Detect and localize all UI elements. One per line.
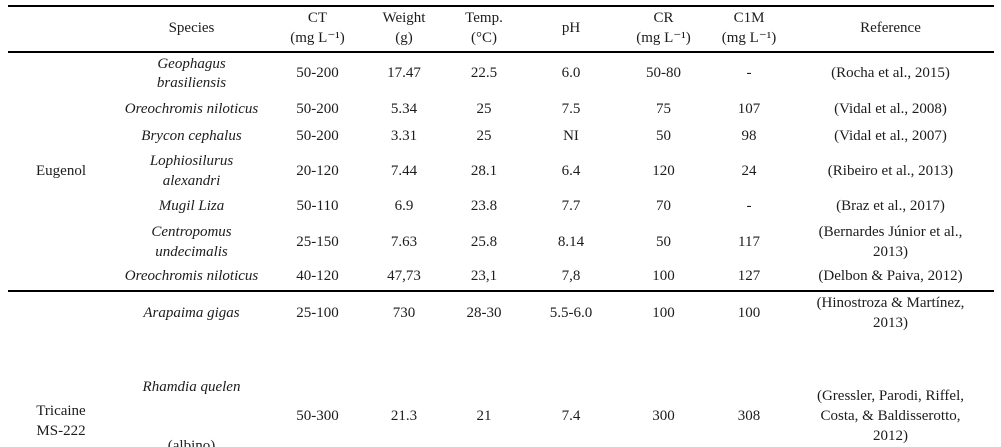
- header-row: Species CT (mg L⁻¹) Weight (g) Temp. (°C…: [8, 6, 994, 52]
- anesthetics-table: Species CT (mg L⁻¹) Weight (g) Temp. (°C…: [8, 5, 994, 447]
- cr-cell: 100: [652, 305, 675, 322]
- reference-cell: (Vidal et al., 2008): [834, 100, 947, 117]
- weight-cell: 7.44: [390, 163, 418, 180]
- c1m-cell: 100: [737, 305, 761, 322]
- ct-cell: 50-300: [296, 408, 339, 425]
- ph-cell: 7.5: [561, 100, 581, 117]
- header-cr: CR (mg L⁻¹): [636, 10, 691, 46]
- c1m-cell: 127: [737, 268, 761, 285]
- table-row: Tricaine MS-222 Arapaima gigas 25-100 73…: [8, 291, 994, 438]
- weight-cell: 7.63: [390, 233, 418, 250]
- ct-cell: 25-150: [296, 233, 339, 250]
- cr-cell: 50: [656, 233, 671, 250]
- weight-cell: 21.3: [390, 408, 418, 425]
- temp-cell: 23,1: [470, 268, 498, 285]
- ph-cell: 8.14: [557, 233, 585, 250]
- weight-cell: 730: [392, 305, 416, 322]
- c1m-cell: 308: [737, 408, 761, 425]
- species-cell: Oreochromis niloticus: [124, 100, 259, 117]
- species-cell: Centropomus undecimalis: [151, 223, 232, 260]
- cr-cell: 75: [656, 100, 671, 117]
- weight-cell: 5.34: [390, 100, 418, 117]
- ct-cell: 50-200: [296, 127, 339, 144]
- species-cell: Mugil Liza: [158, 198, 225, 215]
- temp-cell: 23.8: [470, 198, 498, 215]
- c1m-cell: -: [746, 198, 752, 215]
- table-row: Lophiosilurus alexandri 20-120 7.44 28.1…: [8, 150, 994, 194]
- reference-cell: (Delbon & Paiva, 2012): [818, 268, 963, 285]
- reference-cell: (Hinostroza & Martínez, 2013): [816, 295, 965, 332]
- ct-cell: 25-100: [296, 305, 339, 322]
- ph-cell: 6.0: [561, 65, 581, 82]
- ct-cell: 20-120: [296, 163, 339, 180]
- table-row: Mugil Liza 50-110 6.9 23.8 7.7 70 - (Bra…: [8, 194, 994, 221]
- ph-cell: 7.7: [561, 198, 581, 215]
- temp-cell: 25: [476, 127, 492, 144]
- weight-cell: 47,73: [387, 268, 421, 285]
- section-tricaine-ms222: Tricaine MS-222 Arapaima gigas 25-100 73…: [8, 291, 994, 447]
- temp-cell: 22.5: [470, 65, 498, 82]
- header-c1m: C1M (mg L⁻¹): [721, 10, 777, 46]
- species-suffix: (albino): [167, 437, 216, 447]
- header-reference: Reference: [860, 19, 921, 36]
- ct-cell: 40-120: [296, 268, 339, 285]
- header-ct: CT (mg L⁻¹): [290, 10, 345, 46]
- temp-cell: 28.1: [470, 163, 498, 180]
- group-cell-tricaine: Tricaine MS-222: [36, 403, 86, 439]
- header-weight: Weight (g): [382, 10, 426, 46]
- species-cell: Arapaima gigas: [143, 305, 240, 322]
- ph-cell: 6.4: [561, 163, 581, 180]
- header-temp: Temp. (°C): [465, 10, 503, 46]
- ct-cell: 50-200: [296, 100, 339, 117]
- c1m-cell: -: [746, 65, 752, 82]
- reference-cell: (Gressler, Parodi, Riffel, Costa, & Bald…: [816, 388, 964, 445]
- ph-cell: 7,8: [561, 268, 581, 285]
- species-name: Rhamdia quelen: [142, 378, 241, 395]
- weight-cell: 17.47: [387, 65, 421, 82]
- cr-cell: 300: [652, 408, 675, 425]
- reference-cell: (Braz et al., 2017): [836, 198, 945, 215]
- species-cell: Lophiosilurus alexandri: [149, 153, 234, 189]
- weight-cell: 3.31: [390, 127, 418, 144]
- weight-cell: 6.9: [394, 198, 414, 215]
- temp-cell: 25.8: [470, 233, 498, 250]
- species-cell: Geophagus brasiliensis: [156, 55, 227, 92]
- table-row: Oreochromis niloticus 40-120 47,73 23,1 …: [8, 264, 994, 291]
- group-cell-eugenol: Eugenol: [36, 162, 86, 179]
- ph-cell: 7.4: [561, 408, 581, 425]
- table-row: Eugenol Geophagus brasiliensis 50-200 17…: [8, 52, 994, 179]
- table-row: Brycon cephalus 50-200 3.31 25 NI 50 98 …: [8, 123, 994, 150]
- table-header: Species CT (mg L⁻¹) Weight (g) Temp. (°C…: [8, 6, 994, 52]
- species-cell: Rhamdia quelen (albino): [114, 336, 269, 447]
- cr-cell: 50: [656, 127, 671, 144]
- reference-cell: (Rocha et al., 2015): [831, 65, 950, 82]
- table-row: Centropomus undecimalis 25-150 7.63 25.8…: [8, 221, 994, 265]
- header-ph: pH: [561, 19, 581, 36]
- ct-cell: 50-110: [296, 198, 339, 215]
- species-cell: Oreochromis niloticus: [124, 268, 259, 285]
- reference-cell: (Bernardes Júnior et al., 2013): [818, 223, 963, 260]
- c1m-cell: 107: [737, 100, 761, 117]
- table-row: Oreochromis niloticus 50-200 5.34 25 7.5…: [8, 96, 994, 123]
- c1m-cell: 117: [738, 233, 760, 250]
- cr-cell: 100: [652, 268, 675, 285]
- temp-cell: 28-30: [466, 305, 502, 322]
- table-row: Rhamdia quelen (albino) 50-300 21.3 21 7…: [8, 336, 994, 447]
- cr-cell: 120: [652, 163, 675, 180]
- ph-cell: NI: [563, 127, 579, 144]
- ph-cell: 5.5-6.0: [549, 305, 593, 322]
- section-eugenol: Eugenol Geophagus brasiliensis 50-200 17…: [8, 52, 994, 292]
- cr-cell: 50-80: [646, 65, 681, 82]
- cr-cell: 70: [656, 198, 671, 215]
- header-species: Species: [168, 19, 215, 36]
- reference-cell: (Ribeiro et al., 2013): [827, 163, 954, 180]
- temp-cell: 25: [476, 100, 492, 117]
- c1m-cell: 98: [741, 127, 757, 144]
- c1m-cell: 24: [741, 163, 757, 180]
- ct-cell: 50-200: [296, 65, 339, 82]
- temp-cell: 21: [476, 408, 492, 425]
- header-group: [8, 6, 114, 52]
- species-cell: Brycon cephalus: [141, 127, 242, 144]
- reference-cell: (Vidal et al., 2007): [834, 127, 947, 144]
